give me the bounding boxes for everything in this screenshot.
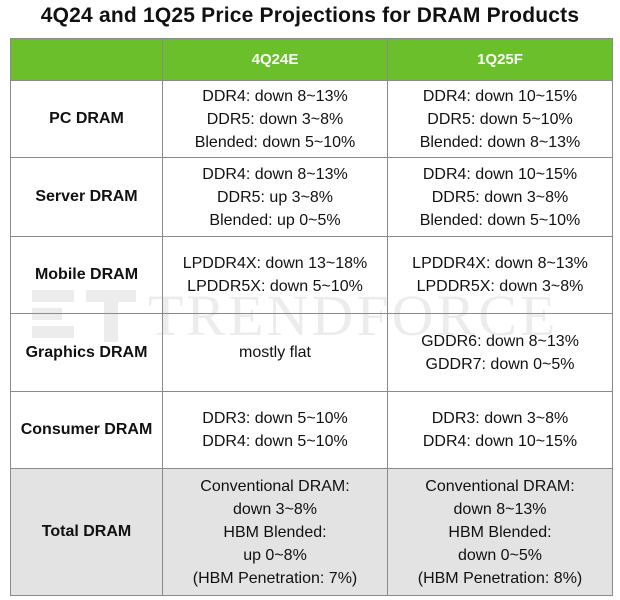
value-line: DDR4: down 8~13% bbox=[202, 87, 348, 105]
value-line: Blended: down 8~13% bbox=[419, 133, 581, 151]
value-line: DDR4: down 10~15% bbox=[422, 433, 578, 450]
header-4q24e: 4Q24E bbox=[162, 38, 388, 81]
row-total-dram: Total DRAM Conventional DRAM: down 3~8% … bbox=[10, 468, 613, 596]
value-line: DDR4: down 5~10% bbox=[202, 433, 348, 450]
value-line: DDR5: down 3~8% bbox=[206, 110, 344, 128]
value-line: DDR5: up 3~8% bbox=[216, 188, 334, 206]
category-cell: Graphics DRAM bbox=[10, 313, 163, 392]
value-line: down 3~8% bbox=[232, 500, 318, 518]
value-line: DDR5: down 3~8% bbox=[431, 188, 569, 206]
value-line: (HBM Penetration: 7%) bbox=[192, 569, 358, 587]
value-line: LPDDR4X: down 13~18% bbox=[182, 255, 368, 272]
price-projection-table: 4Q24E 1Q25F PC DRAM DDR4: down 8~13% DDR… bbox=[10, 38, 613, 596]
q4-24-cell: Conventional DRAM: down 3~8% HBM Blended… bbox=[162, 468, 388, 596]
value-line: Conventional DRAM: bbox=[200, 477, 350, 495]
value-line: Conventional DRAM: bbox=[425, 477, 575, 495]
q4-24-cell: LPDDR4X: down 13~18% LPDDR5X: down 5~10% bbox=[162, 236, 388, 314]
value-line: GDDR7: down 0~5% bbox=[425, 355, 575, 373]
row-server-dram: Server DRAM DDR4: down 8~13% DDR5: up 3~… bbox=[10, 157, 613, 237]
value-line: down 0~5% bbox=[457, 546, 543, 564]
category-cell: Server DRAM bbox=[10, 157, 163, 237]
value-line: LPDDR5X: down 3~8% bbox=[416, 278, 584, 295]
value-line: HBM Blended: bbox=[223, 523, 327, 541]
value-line: DDR5: down 5~10% bbox=[427, 110, 573, 128]
row-consumer-dram: Consumer DRAM DDR3: down 5~10% DDR4: dow… bbox=[10, 391, 613, 469]
value-line: Blended: down 5~10% bbox=[194, 133, 356, 151]
value-line: GDDR6: down 8~13% bbox=[421, 332, 579, 350]
category-cell: Consumer DRAM bbox=[10, 391, 163, 469]
q1-25-cell: Conventional DRAM: down 8~13% HBM Blende… bbox=[387, 468, 613, 596]
value-line: down 8~13% bbox=[453, 500, 547, 518]
value-line: HBM Blended: bbox=[448, 523, 552, 541]
page-title: 4Q24 and 1Q25 Price Projections for DRAM… bbox=[40, 4, 580, 27]
value-line: mostly flat bbox=[238, 344, 311, 361]
q1-25-cell: LPDDR4X: down 8~13% LPDDR5X: down 3~8% bbox=[387, 236, 613, 314]
value-line: DDR4: down 10~15% bbox=[422, 165, 578, 183]
value-line: up 0~8% bbox=[243, 546, 307, 564]
q4-24-cell: DDR4: down 8~13% DDR5: up 3~8% Blended: … bbox=[162, 157, 388, 237]
category-cell: PC DRAM bbox=[10, 80, 163, 158]
category-cell: Mobile DRAM bbox=[10, 236, 163, 314]
q1-25-cell: DDR3: down 3~8% DDR4: down 10~15% bbox=[387, 391, 613, 469]
table-header-row: 4Q24E 1Q25F bbox=[10, 38, 613, 81]
q1-25-cell: DDR4: down 10~15% DDR5: down 5~10% Blend… bbox=[387, 80, 613, 158]
row-graphics-dram: Graphics DRAM mostly flat GDDR6: down 8~… bbox=[10, 313, 613, 392]
q4-24-cell: DDR3: down 5~10% DDR4: down 5~10% bbox=[162, 391, 388, 469]
value-line: LPDDR4X: down 8~13% bbox=[412, 255, 588, 272]
header-category bbox=[10, 38, 163, 81]
q1-25-cell: GDDR6: down 8~13% GDDR7: down 0~5% bbox=[387, 313, 613, 392]
header-1q25f: 1Q25F bbox=[387, 38, 613, 81]
q4-24-cell: mostly flat bbox=[162, 313, 388, 392]
value-line: Blended: down 5~10% bbox=[419, 211, 581, 229]
q1-25-cell: DDR4: down 10~15% DDR5: down 3~8% Blende… bbox=[387, 157, 613, 237]
value-line: DDR3: down 5~10% bbox=[202, 410, 348, 427]
q4-24-cell: DDR4: down 8~13% DDR5: down 3~8% Blended… bbox=[162, 80, 388, 158]
value-line: DDR3: down 3~8% bbox=[431, 410, 569, 427]
row-mobile-dram: Mobile DRAM LPDDR4X: down 13~18% LPDDR5X… bbox=[10, 236, 613, 314]
row-pc-dram: PC DRAM DDR4: down 8~13% DDR5: down 3~8%… bbox=[10, 80, 613, 158]
category-cell: Total DRAM bbox=[10, 468, 163, 596]
value-line: DDR4: down 8~13% bbox=[202, 165, 348, 183]
value-line: LPDDR5X: down 5~10% bbox=[187, 278, 363, 295]
value-line: DDR4: down 10~15% bbox=[422, 87, 578, 105]
value-line: Blended: up 0~5% bbox=[209, 211, 341, 229]
value-line: (HBM Penetration: 8%) bbox=[417, 569, 583, 587]
